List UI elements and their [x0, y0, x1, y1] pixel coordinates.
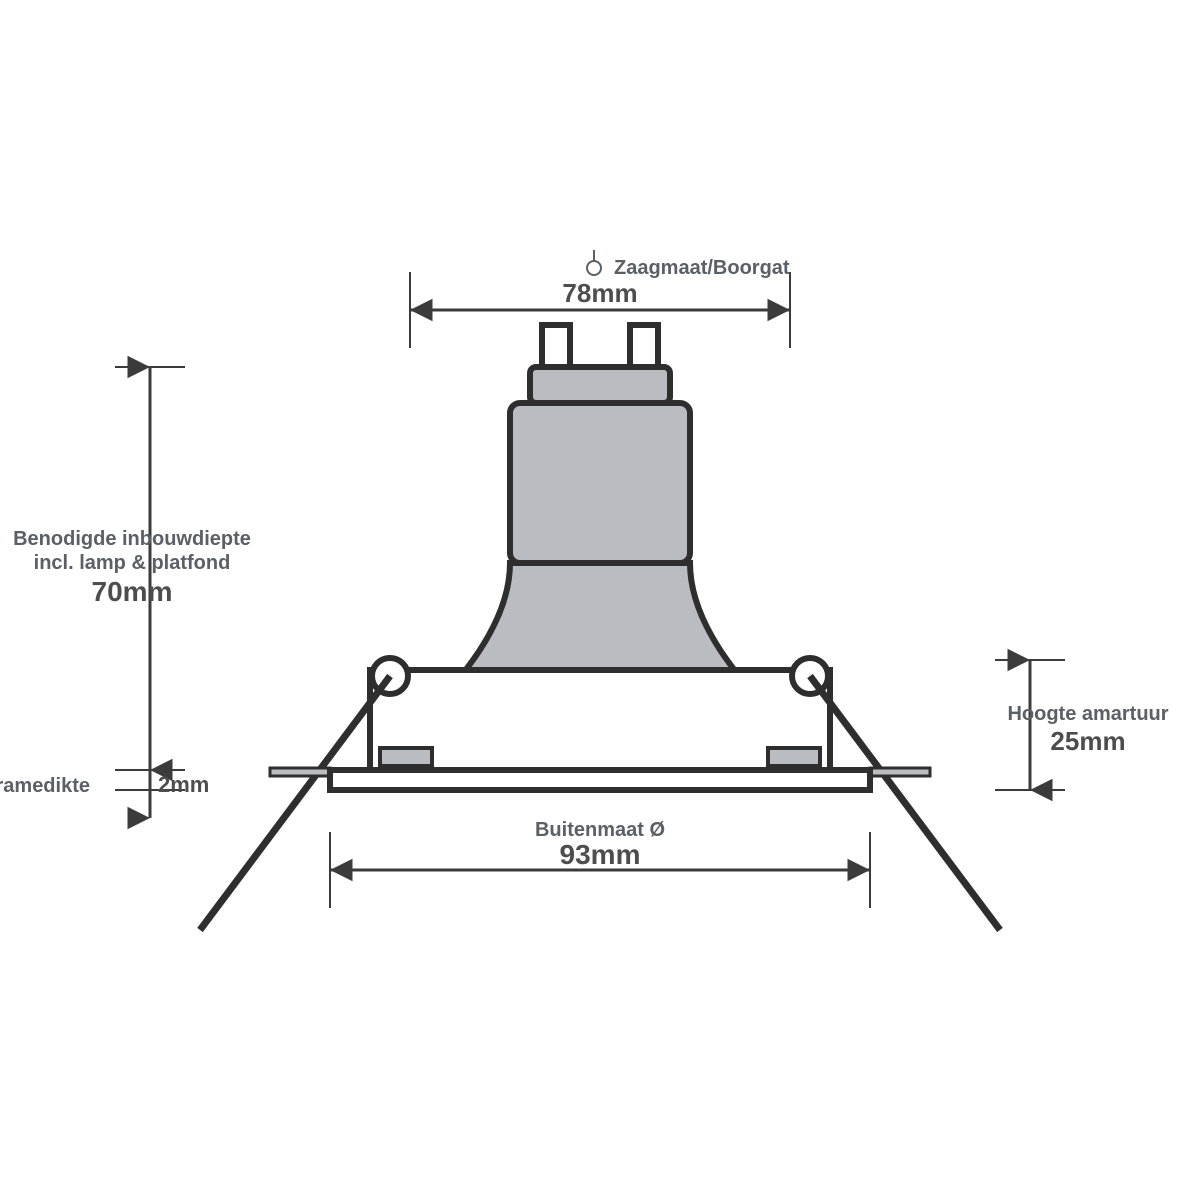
label-depth-2: incl. lamp & platfond: [34, 552, 231, 574]
value-outer-dia: 93mm: [560, 839, 641, 870]
label-outer-dia: Buitenmaat Ø: [535, 819, 665, 841]
value-fixture-height: 25mm: [1050, 726, 1125, 756]
value-frame-thickness: 2mm: [158, 772, 209, 797]
value-bore: 78mm: [562, 278, 637, 308]
label-bore: Zaagmaat/Boorgat: [614, 257, 790, 279]
label-fixture-height: Hoogte amartuur: [1007, 703, 1168, 725]
label-depth-1: Benodigde inbouwdiepte: [13, 528, 251, 550]
label-frame-thickness: Framedikte: [0, 775, 90, 797]
value-depth: 70mm: [92, 576, 173, 607]
